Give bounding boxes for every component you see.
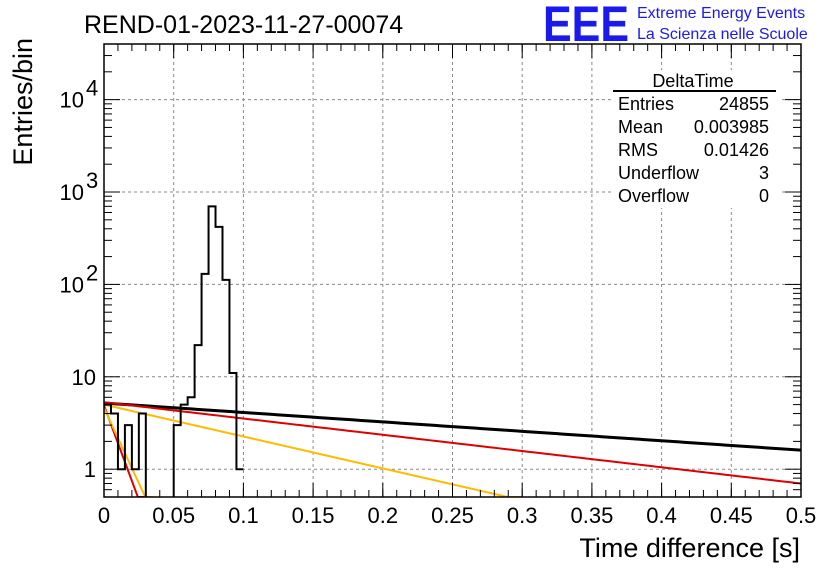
fit-curve-4 bbox=[104, 407, 153, 497]
ticks: 0 0.05 0.1 0.15 0.2 0.25 0.3 0.35 0.4 0.45 0.5 1 10 1… bbox=[60, 44, 817, 528]
y-tick-label-2: 10 bbox=[60, 272, 84, 297]
stats-label-rms: RMS bbox=[618, 140, 658, 160]
x-tick-label-6: 0.3 bbox=[507, 503, 538, 528]
stats-value-overflow: 0 bbox=[759, 186, 769, 206]
stats-label-mean: Mean bbox=[618, 117, 663, 137]
x-tick-label-1: 0.05 bbox=[152, 503, 195, 528]
x-tick-label-2: 0.1 bbox=[228, 503, 259, 528]
stats-label-underflow: Underflow bbox=[618, 163, 700, 183]
logo-letters: EEE bbox=[543, 0, 629, 52]
histogram-outline bbox=[104, 205, 244, 497]
x-tick-label-3: 0.15 bbox=[292, 503, 335, 528]
y-tick-label-4: 10 bbox=[60, 88, 84, 113]
x-tick-label-7: 0.35 bbox=[570, 503, 613, 528]
y-tick-exponent-4: 4 bbox=[86, 76, 98, 101]
chart-title: REND-01-2023-11-27-00074 bbox=[84, 11, 403, 39]
x-tick-label-0: 0 bbox=[98, 503, 110, 528]
y-tick-label-3: 10 bbox=[60, 180, 84, 205]
stats-value-mean: 0.003985 bbox=[694, 117, 769, 137]
x-tick-label-4: 0.2 bbox=[368, 503, 399, 528]
x-tick-label-9: 0.45 bbox=[710, 503, 753, 528]
stats-box-title: DeltaTime bbox=[652, 71, 733, 91]
y-tick-exponent-2: 2 bbox=[86, 260, 98, 285]
y-tick-exponent-3: 3 bbox=[86, 168, 98, 193]
stats-label-entries: Entries bbox=[618, 94, 674, 114]
y-tick-label-0: 1 bbox=[84, 457, 96, 482]
logo-line-1: Extreme Energy Events bbox=[637, 5, 805, 22]
stats-value-rms: 0.01426 bbox=[704, 140, 769, 160]
y-axis-label: Entries/bin bbox=[8, 38, 38, 166]
fit-curve-1 bbox=[104, 401, 801, 485]
x-tick-label-8: 0.4 bbox=[646, 503, 677, 528]
stats-value-entries: 24855 bbox=[719, 94, 769, 114]
logo-line-2: La Scienza nelle Scuole bbox=[637, 26, 808, 43]
data-layer bbox=[104, 205, 801, 497]
stats-box: DeltaTime Entries 24855 Mean 0.003985 RM… bbox=[611, 70, 781, 208]
stats-label-overflow: Overflow bbox=[618, 186, 690, 206]
fit-curve-0 bbox=[104, 401, 801, 452]
grid bbox=[104, 44, 801, 497]
logo: EEE Extreme Energy Events La Scienza nel… bbox=[543, 0, 808, 52]
stats-value-underflow: 3 bbox=[759, 163, 769, 183]
x-tick-label-10: 0.5 bbox=[786, 503, 817, 528]
stats-box-background bbox=[611, 70, 781, 208]
x-tick-label-5: 0.25 bbox=[431, 503, 474, 528]
x-axis-label: Time difference [s] bbox=[579, 533, 800, 563]
y-tick-label-1: 10 bbox=[72, 365, 96, 390]
